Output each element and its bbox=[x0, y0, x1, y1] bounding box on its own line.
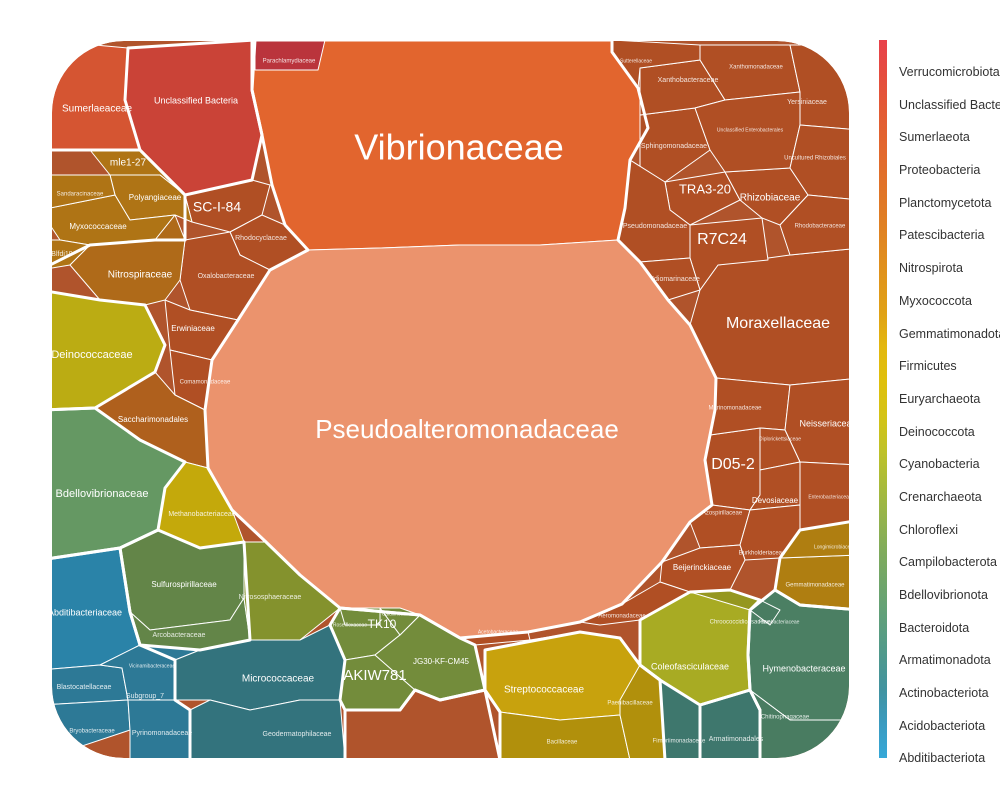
phylum-border bbox=[698, 688, 762, 758]
cell bbox=[704, 427, 761, 511]
legend-item: Bacteroidota bbox=[899, 620, 970, 635]
legend-item: Nitrospirota bbox=[899, 261, 963, 276]
voronoi-treemap: VibrionaceaePseudoalteromonadaceaeMoraxe… bbox=[52, 41, 849, 758]
legend-item: Cyanobacteria bbox=[899, 457, 980, 472]
legend-item: Bdellovibrionota bbox=[899, 588, 988, 602]
phylum-border bbox=[203, 41, 718, 640]
legend-item: Proteobacteria bbox=[899, 163, 981, 178]
legend-item: Acidobacteriota bbox=[899, 718, 986, 733]
legend-item: Crenarchaeota bbox=[899, 489, 982, 504]
legend-item: Patescibacteria bbox=[899, 228, 985, 243]
legend-item: Actinobacteriota bbox=[899, 686, 989, 701]
cell bbox=[784, 377, 849, 466]
cell bbox=[52, 664, 129, 706]
legend-item: Campilobacterota bbox=[899, 555, 997, 570]
cell bbox=[499, 711, 631, 758]
phylum-border bbox=[52, 546, 192, 758]
legend-item: Gemmatimonadota bbox=[899, 326, 1000, 341]
legend-item: Firmicutes bbox=[899, 359, 957, 374]
cell bbox=[339, 607, 381, 626]
phylum-border bbox=[343, 688, 502, 758]
legend-item: Sumerlaeota bbox=[899, 130, 970, 145]
cell bbox=[189, 699, 346, 758]
cell bbox=[254, 41, 326, 71]
legend-item: Unclassified Bacteria bbox=[899, 97, 1000, 112]
cell bbox=[127, 699, 191, 758]
legend-item: Deinococcota bbox=[899, 424, 975, 439]
cell bbox=[251, 41, 649, 251]
cell bbox=[52, 174, 116, 211]
cell bbox=[694, 91, 801, 173]
phylum-border bbox=[52, 148, 187, 272]
legend-list: Verrucomicrobiota Unclassified Bacteria Su… bbox=[899, 64, 1000, 762]
legend: Verrucomicrobiota Unclassified Bacteria Su… bbox=[879, 40, 1000, 762]
phylum-border bbox=[123, 41, 264, 197]
cell bbox=[709, 377, 791, 436]
cell bbox=[779, 194, 849, 256]
legend-item: Abditibacteriota bbox=[899, 751, 986, 762]
phylum-border bbox=[773, 518, 849, 612]
legend-item: Euryarchaeota bbox=[899, 391, 981, 406]
legend-item: Verrucomicrobiota bbox=[899, 65, 1000, 79]
phylum-border bbox=[52, 288, 167, 412]
legend-color-bar bbox=[879, 40, 887, 758]
legend-item: Chloroflexi bbox=[899, 522, 959, 537]
legend-item: Planctomycetota bbox=[899, 195, 992, 210]
legend-item: Armatimonadota bbox=[899, 653, 991, 668]
legend-item: Myxococcota bbox=[899, 293, 972, 308]
